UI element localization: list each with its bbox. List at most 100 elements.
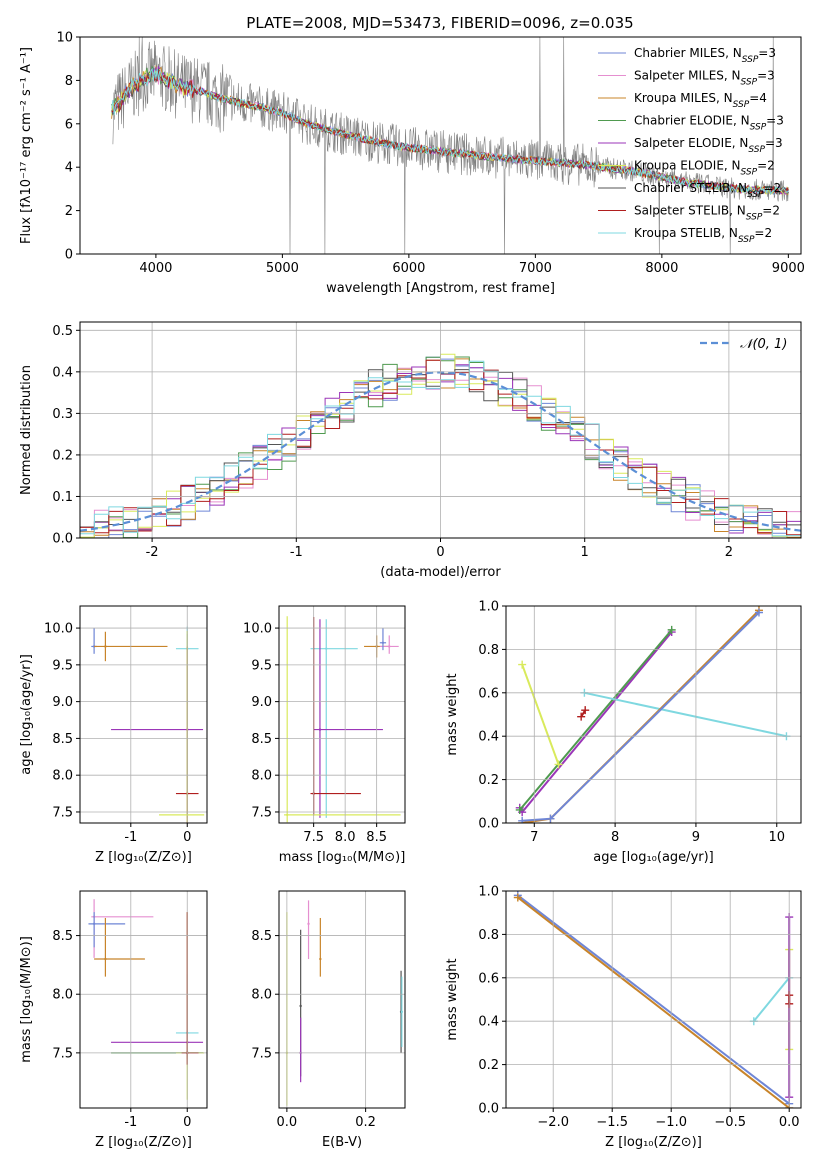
y-tick-label: 8.0 — [251, 988, 272, 1003]
y-axis-label: Flux [fλ10⁻¹⁷ erg cm⁻² s⁻¹ A⁻¹] — [19, 47, 34, 244]
plot-frame — [505, 890, 802, 1109]
x-tick-label: 4000 — [139, 261, 172, 276]
y-tick-label: 9.5 — [251, 658, 272, 673]
x-tick-label: 8 — [611, 830, 619, 845]
legend-label-main: Kroupa ELODIE, N — [634, 159, 741, 173]
plus-marker — [518, 816, 527, 823]
x-tick-label: 9000 — [772, 261, 805, 276]
legend-label-tail: =3 — [757, 69, 775, 83]
legend-label-main: Salpeter MILES, N — [634, 69, 741, 83]
data-point — [307, 922, 310, 926]
weight-series-line — [517, 896, 790, 1108]
x-tick-label: 10 — [768, 830, 785, 845]
x-axis-label: wavelength [Angstrom, rest frame] — [326, 281, 555, 296]
legend-label-tail: =2 — [754, 226, 772, 240]
plot-frame — [278, 605, 406, 824]
age_vs_Z-axes: -1 0 7.5 8.0 8.5 9.0 9.5 10.0 Z [log₁₀(Z/Z⊙)] age… — [19, 605, 208, 865]
y-tick-label: 0.2 — [52, 448, 73, 463]
y-tick-label: 8.5 — [52, 929, 73, 944]
y-tick-label: 1.0 — [478, 885, 499, 900]
y-tick-label: 9.5 — [52, 658, 73, 673]
y-tick-label: 0.1 — [52, 490, 73, 505]
plus-marker — [546, 814, 555, 823]
legend-label: Kroupa ELODIE, NSSP=2 — [634, 159, 775, 178]
plot-frame — [79, 890, 208, 1109]
legend-label: Kroupa MILES, NSSP=4 — [634, 91, 767, 110]
legend-label-main: Chabrier STELIB, N — [634, 181, 747, 195]
plot-frame — [79, 321, 802, 539]
legend-label: Chabrier ELODIE, NSSP=3 — [634, 114, 784, 133]
spectrum-axes: 4000 5000 6000 7000 8000 9000 0 2 4 6 8 10 wavelengt… — [19, 31, 805, 297]
x-tick-label: 8000 — [645, 261, 678, 276]
x-axis-label: E(B-V) — [322, 1135, 362, 1150]
legend-label-tail: =3 — [766, 114, 784, 128]
data-point — [299, 1004, 302, 1008]
plus-marker — [518, 660, 527, 669]
plot-frame — [79, 36, 802, 255]
x-tick-label: −0.5 — [714, 1115, 746, 1130]
y-tick-label: 8 — [65, 74, 73, 89]
x-tick-label: -1 — [124, 1115, 137, 1130]
weight-series-line — [522, 611, 760, 822]
plot-frame — [79, 605, 208, 824]
weight-series-line — [517, 894, 790, 1105]
legend-label: Chabrier MILES, NSSP=3 — [634, 46, 776, 65]
x-tick-label: −1.0 — [655, 1115, 687, 1130]
y-tick-label: 7.5 — [251, 805, 272, 820]
y-tick-label: 0.6 — [478, 971, 499, 986]
y-tick-label: 4 — [65, 161, 73, 176]
x-axis-label: age [log₁₀(age/yr)] — [593, 850, 714, 865]
legend-label: 𝒩(0, 1) — [740, 337, 787, 352]
x-tick-label: -1 — [124, 830, 137, 845]
y-tick-label: 0.2 — [478, 773, 499, 788]
figure-title: PLATE=2008, MJD=53473, FIBERID=0096, z=0… — [246, 14, 633, 32]
data-point — [104, 645, 107, 648]
x-axis-label: Z [log₁₀(Z/Z⊙)] — [95, 1135, 192, 1150]
legend-label-tail: =2 — [757, 159, 775, 173]
y-tick-label: 0.2 — [478, 1058, 499, 1073]
weight_vs_age-axes: 7 8 9 10 0.0 0.2 0.4 0.6 0.8 1.0 age [log₁₀(age/yr… — [445, 600, 802, 865]
y-tick-label: 10.0 — [44, 622, 73, 637]
x-tick-label: 7.5 — [303, 830, 324, 845]
residuals-axes: -2 -1 0 1 2 0.0 0.1 0.2 0.3 0.4 0.5 (data-model)/er… — [19, 321, 802, 580]
data-point — [104, 957, 107, 961]
weight-series-line — [753, 977, 790, 1022]
y-tick-label: 0.4 — [478, 1015, 499, 1030]
y-tick-label: 7.5 — [52, 1046, 73, 1061]
y-tick-label: 8.5 — [251, 929, 272, 944]
weight-series-line — [584, 691, 787, 738]
x-tick-label: 2 — [725, 545, 733, 560]
data-point — [92, 922, 96, 926]
weight_vs_Z-axes: −2.0 −1.5 −1.0 −0.5 0.0 0.0 0.2 0.4 0.6 0.8 1.0 Z [… — [445, 885, 802, 1150]
legend-label-sub: SSP — [738, 235, 755, 245]
legend-label-sub: SSP — [748, 145, 765, 155]
x-tick-label: 0.2 — [355, 1115, 376, 1130]
x-tick-label: −1.5 — [596, 1115, 628, 1130]
y-tick-label: 0.8 — [478, 928, 499, 943]
x-tick-label: 9 — [692, 830, 700, 845]
weight_vs_Z-marks — [513, 891, 794, 1108]
legend-label-main: Kroupa STELIB, N — [634, 226, 738, 240]
plus-marker — [577, 712, 586, 721]
legend-label: Salpeter ELODIE, NSSP=3 — [634, 136, 783, 155]
data-point — [381, 641, 385, 644]
x-tick-label: 1 — [581, 545, 589, 560]
mass_vs_Z-marks — [88, 899, 205, 1100]
x-axis-label: Z [log₁₀(Z/Z⊙)] — [605, 1135, 702, 1150]
residual-legend: 𝒩(0, 1) — [700, 337, 787, 352]
legend-label-tail: =3 — [758, 46, 776, 60]
x-tick-label: -1 — [290, 545, 303, 560]
legend-label-sub: SSP — [750, 123, 767, 133]
plus-marker — [515, 805, 524, 814]
age_vs_mass-marks — [284, 616, 401, 823]
plot-frame — [278, 890, 406, 1109]
y-axis-label: age [log₁₀(age/yr)] — [19, 654, 34, 775]
y-tick-label: 0.6 — [478, 686, 499, 701]
x-tick-label: 7 — [530, 830, 538, 845]
y-axis-label: mass weight — [445, 673, 460, 755]
y-tick-label: 0.4 — [52, 365, 73, 380]
legend-label-sub: SSP — [741, 78, 758, 88]
legend-label-tail: =3 — [765, 136, 783, 150]
legend-label: Salpeter MILES, NSSP=3 — [634, 69, 775, 88]
